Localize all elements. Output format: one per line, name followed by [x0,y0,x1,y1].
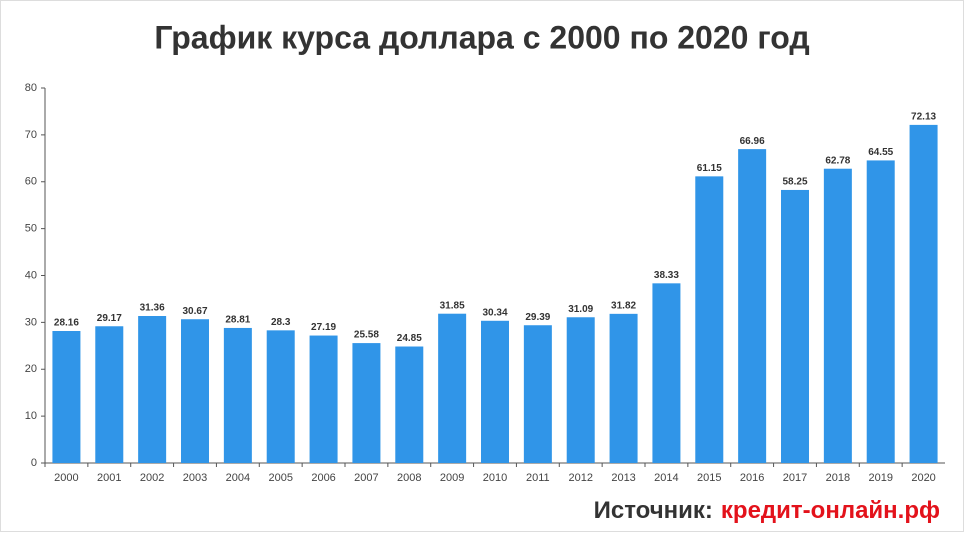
bar [223,327,252,463]
bar [95,326,124,463]
value-label: 29.39 [525,312,550,323]
x-tick-label: 2009 [440,472,464,484]
x-tick-label: 2000 [54,472,78,484]
bar [866,160,895,463]
value-label: 30.34 [482,307,507,318]
x-tick-label: 2010 [483,472,507,484]
value-label: 27.19 [311,322,336,333]
value-label: 25.58 [354,330,379,341]
bar [523,325,552,463]
value-label: 38.33 [654,270,679,281]
y-tick-label: 80 [25,82,37,94]
bar [738,149,767,463]
x-tick-label: 2017 [783,472,807,484]
bar [181,319,209,463]
x-tick-label: 2016 [740,472,764,484]
bar [909,124,938,463]
x-tick-label: 2014 [654,472,678,484]
value-label: 31.82 [611,300,636,311]
y-tick-label: 60 [25,176,37,188]
y-tick-label: 70 [25,129,37,141]
value-label: 24.85 [397,333,422,344]
x-tick-label: 2008 [397,472,421,484]
x-tick-label: 2007 [354,472,378,484]
bar [652,283,681,463]
value-label: 66.96 [740,136,765,147]
x-tick-label: 2012 [568,472,592,484]
bar [438,313,467,463]
value-label: 31.36 [140,303,165,314]
x-tick-label: 2015 [697,472,721,484]
bar [52,331,81,463]
bar [823,168,852,463]
value-label: 64.55 [868,147,893,158]
value-label: 29.17 [97,313,122,324]
value-label: 30.67 [182,306,207,317]
bar [695,176,724,463]
x-tick-label: 2019 [868,472,892,484]
value-label: 61.15 [697,163,722,174]
y-tick-label: 40 [25,269,37,281]
bar [481,320,509,463]
value-label: 28.16 [54,318,79,329]
source-label: Источник: [594,497,713,524]
x-tick-label: 2018 [826,472,850,484]
bar [566,317,595,463]
y-tick-label: 10 [25,410,37,422]
value-label: 58.25 [782,177,807,188]
x-tick-label: 2003 [183,472,207,484]
y-tick-label: 50 [25,223,37,235]
x-tick-label: 2004 [226,472,250,484]
value-label: 62.78 [825,155,850,166]
x-tick-label: 2001 [97,472,121,484]
chart-title: График курса доллара с 2000 по 2020 год [154,19,809,55]
value-label: 31.09 [568,304,593,315]
bar [609,313,638,463]
bar [395,346,424,463]
value-label: 28.3 [271,317,291,328]
value-label: 72.13 [911,112,936,123]
y-tick-label: 20 [25,363,37,375]
source-note: Источник: кредит-онлайн.рф [594,497,940,524]
bar [138,316,167,463]
y-tick-label: 0 [31,457,37,469]
x-tick-label: 2005 [268,472,292,484]
x-tick-label: 2020 [911,472,935,484]
bar [781,189,809,463]
bar [309,335,338,463]
bar [266,330,295,463]
x-tick-label: 2013 [611,472,635,484]
y-tick-label: 30 [25,316,37,328]
x-tick-label: 2006 [311,472,335,484]
bar [352,343,381,463]
x-tick-label: 2002 [140,472,164,484]
value-label: 28.81 [225,315,250,326]
x-tick-label: 2011 [526,472,550,484]
source-link: кредит-онлайн.рф [721,497,940,524]
value-label: 31.85 [440,300,465,311]
